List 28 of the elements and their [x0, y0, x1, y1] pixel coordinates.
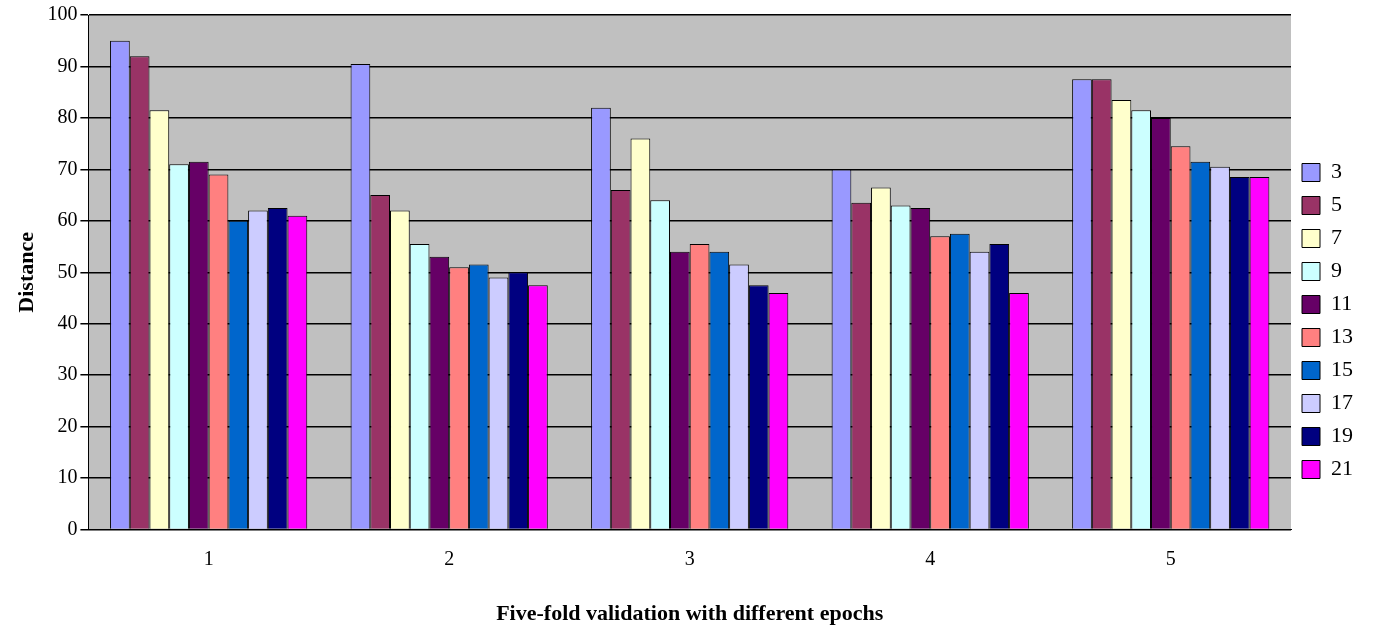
y-axis-title: Distance: [12, 231, 38, 313]
legend-label: 7: [1331, 224, 1342, 250]
y-tick-label: 60: [57, 208, 78, 231]
legend-label: 15: [1331, 356, 1353, 382]
y-tick-label: 100: [47, 2, 78, 25]
y-tick-label: 10: [57, 465, 78, 488]
x-tick-label: 2: [444, 546, 455, 569]
legend-label: 21: [1331, 455, 1353, 481]
y-tick-label: 80: [57, 105, 78, 128]
legend-label: 3: [1331, 158, 1342, 184]
y-tick-label: 0: [67, 516, 78, 539]
x-tick-label: 4: [925, 546, 936, 569]
legend-label: 13: [1331, 323, 1353, 349]
x-tick-label: 1: [203, 546, 214, 569]
y-tick-label: 40: [57, 311, 78, 334]
x-axis-title: Five-fold validation with different epochs: [496, 600, 884, 626]
legend-label: 9: [1331, 257, 1342, 283]
legend-label: 17: [1331, 389, 1353, 415]
legend-label: 5: [1331, 191, 1342, 217]
y-tick-label: 20: [57, 413, 78, 436]
y-tick-label: 90: [57, 53, 78, 76]
y-tick-label: 30: [57, 362, 78, 385]
legend-label: 19: [1331, 422, 1353, 448]
y-tick-label: 50: [57, 259, 78, 282]
x-tick-label: 5: [1165, 546, 1176, 569]
y-tick-label: 70: [57, 156, 78, 179]
legend-label: 11: [1331, 290, 1353, 316]
x-tick-label: 3: [684, 546, 695, 569]
